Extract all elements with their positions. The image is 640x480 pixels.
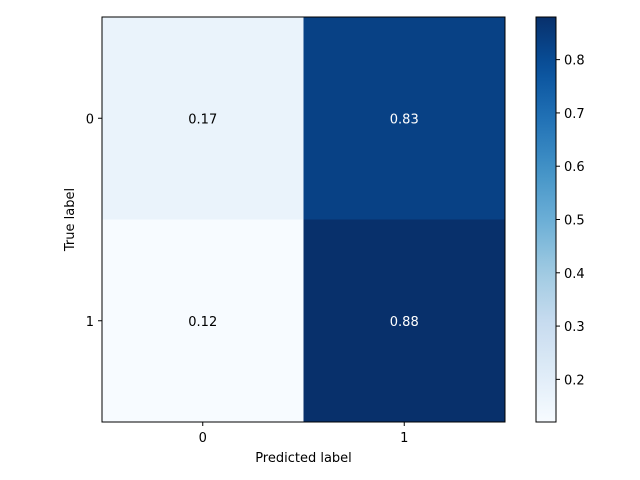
heatmap-cell bbox=[303, 17, 505, 220]
colorbar bbox=[536, 17, 556, 422]
colorbar-tick-label: 0.5 bbox=[564, 214, 585, 229]
x-axis-label: Predicted label bbox=[255, 451, 352, 466]
heatmap-cell bbox=[303, 219, 505, 422]
cell-value-label: 0.83 bbox=[390, 112, 419, 127]
heatmap-cell bbox=[102, 17, 304, 220]
y-axis-label: True label bbox=[63, 188, 78, 252]
colorbar-tick-label: 0.7 bbox=[564, 107, 585, 122]
cell-value-label: 0.88 bbox=[390, 315, 419, 330]
cell-value-label: 0.17 bbox=[188, 112, 217, 127]
y-tick-label: 0 bbox=[86, 112, 94, 127]
x-tick-label: 1 bbox=[400, 431, 408, 446]
heatmap-cells: 0.17 0.83 0.12 0.88 bbox=[102, 17, 505, 422]
plot-frame bbox=[101, 16, 506, 423]
y-tick-label: 1 bbox=[86, 315, 94, 330]
y-axis-ticks: 01 bbox=[86, 112, 102, 330]
colorbar-tick-label: 0.8 bbox=[564, 54, 585, 69]
x-tick-label: 0 bbox=[199, 431, 207, 446]
colorbar-ticks: 0.2 0.3 0.4 0.5 0.6 0.7 0.8 bbox=[556, 54, 585, 388]
heatmap-cell bbox=[102, 219, 304, 422]
colorbar-tick-label: 0.2 bbox=[564, 373, 585, 388]
colorbar-tick-label: 0.3 bbox=[564, 320, 585, 335]
colorbar-tick-label: 0.4 bbox=[564, 267, 585, 282]
colorbar-tick-label: 0.6 bbox=[564, 160, 585, 175]
cell-value-label: 0.12 bbox=[188, 315, 217, 330]
